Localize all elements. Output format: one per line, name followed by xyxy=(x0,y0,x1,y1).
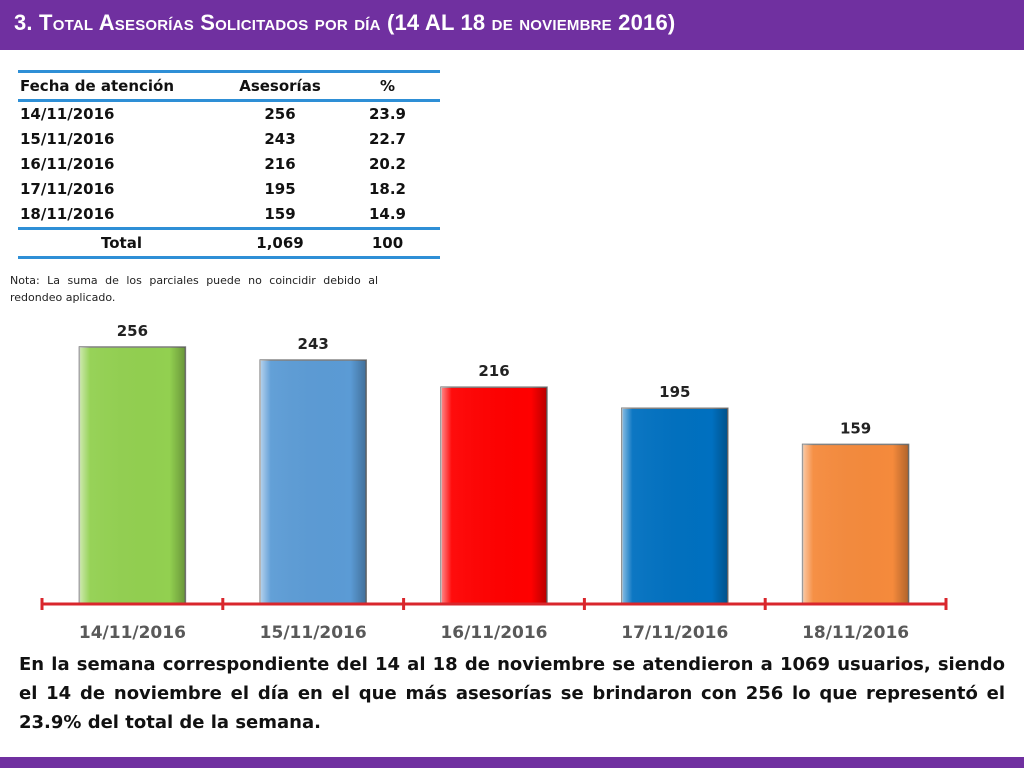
table-total-row: Total 1,069 100 xyxy=(18,227,440,259)
bar-shade-2 xyxy=(441,387,547,604)
x-axis xyxy=(40,598,948,610)
cell-date: 18/11/2016 xyxy=(20,205,115,223)
data-label-0: 256 xyxy=(117,322,148,340)
x-tick-label-2: 16/11/2016 xyxy=(440,623,547,643)
total-count: 1,069 xyxy=(225,227,335,259)
cell-count: 243 xyxy=(264,130,296,148)
cell-percent: 18.2 xyxy=(368,180,406,198)
cell-date: 14/11/2016 xyxy=(20,105,115,123)
title-bar: 3. Total Asesorías Solicitados por día (… xyxy=(0,0,1024,50)
cell-count: 216 xyxy=(264,155,296,173)
bar-shade-4 xyxy=(802,444,909,604)
data-table-container: Fecha de atención Asesorías % 14/11/2016… xyxy=(18,70,440,259)
page-title: 3. Total Asesorías Solicitados por día (… xyxy=(14,10,676,35)
summary-paragraph: En la semana correspondiente del 14 al 1… xyxy=(19,654,1005,733)
cell-date: 15/11/2016 xyxy=(20,130,115,148)
x-tick-label-4: 18/11/2016 xyxy=(802,623,909,643)
data-label-1: 243 xyxy=(298,335,329,353)
labels-layer: 256 14/11/2016 243 15/11/2016 216 16/11/2016 1… xyxy=(79,322,909,643)
data-label-2: 216 xyxy=(478,362,509,380)
total-percent: 100 xyxy=(335,227,440,259)
cell-date: 17/11/2016 xyxy=(20,180,115,198)
bar-shade-1 xyxy=(260,360,367,604)
cell-percent: 14.9 xyxy=(368,205,406,223)
bar-shade-0 xyxy=(79,347,186,604)
cell-date: 16/11/2016 xyxy=(20,155,115,173)
cell-percent: 22.7 xyxy=(368,130,406,148)
data-table: Fecha de atención Asesorías % 14/11/2016… xyxy=(18,70,440,259)
table-header-row: Fecha de atención Asesorías % xyxy=(18,70,440,102)
cell-count: 256 xyxy=(264,105,296,123)
data-label-3: 195 xyxy=(659,383,690,401)
x-tick-label-0: 14/11/2016 xyxy=(79,623,186,643)
bar-shade-3 xyxy=(621,408,728,604)
table-row: 14/11/2016 256 23.9 xyxy=(18,101,440,128)
cell-percent: 23.9 xyxy=(368,105,406,123)
header-asesorias: Asesorías xyxy=(225,70,335,102)
table-row: 15/11/2016 243 22.7 xyxy=(18,127,440,152)
header-fecha: Fecha de atención xyxy=(18,70,225,102)
table-row: 16/11/2016 216 20.2 xyxy=(18,152,440,177)
rounding-note: Nota: La suma de los parciales puede no … xyxy=(10,274,378,304)
x-tick-label-1: 15/11/2016 xyxy=(260,623,367,643)
table-row: 17/11/2016 195 18.2 xyxy=(18,177,440,202)
bar-chart: 256 14/11/2016 243 15/11/2016 216 16/11/2016 1… xyxy=(40,322,948,643)
cell-count: 195 xyxy=(264,180,296,198)
total-label: Total xyxy=(18,227,225,259)
cell-count: 159 xyxy=(264,205,296,223)
table-row: 18/11/2016 159 14.9 xyxy=(18,202,440,229)
bottom-bar xyxy=(0,757,1024,768)
cell-percent: 20.2 xyxy=(368,155,406,173)
header-percent: % xyxy=(335,70,440,102)
data-label-4: 159 xyxy=(840,419,871,437)
x-tick-label-3: 17/11/2016 xyxy=(621,623,728,643)
bars-layer xyxy=(78,346,910,605)
